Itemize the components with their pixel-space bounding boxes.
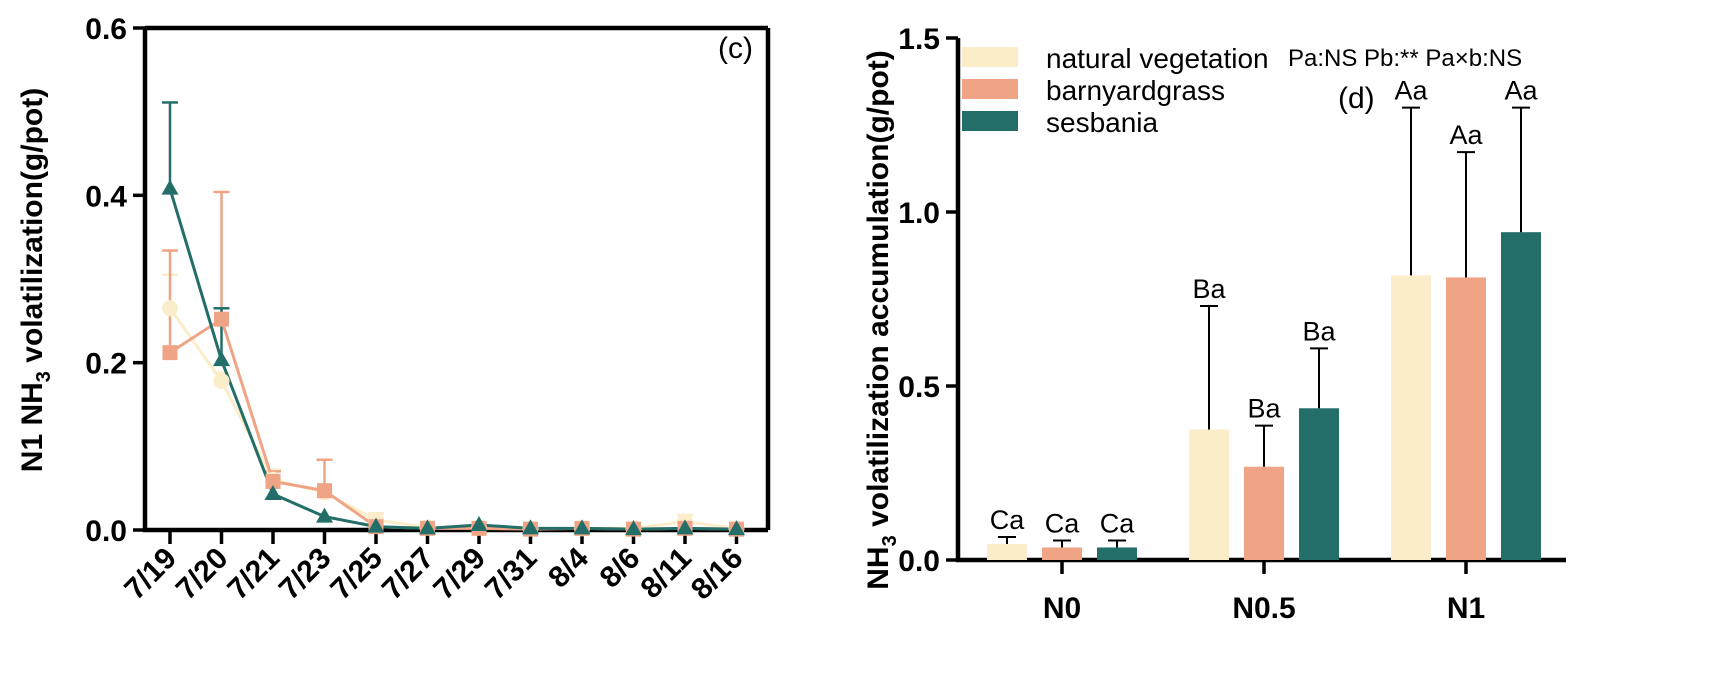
panel-c-x-tick-label: 7/19 [118, 542, 183, 607]
panel-c-point [367, 517, 385, 533]
panel-c-point [316, 507, 333, 523]
panel-d-bar [1097, 547, 1137, 560]
panel-d-plot-area: 0.0 0.5 1.0 1.5 N0 Ca Ca Ca N0.5 Ba Ba Ba N1 Aa Aa Aa [898, 23, 1566, 625]
panel-d-bar [1244, 466, 1284, 560]
panel-c-x-tick-label: 7/25 [324, 542, 389, 607]
panel-d-x-tick-label: N1 [1447, 592, 1485, 625]
panel-c-x-tick-label: 7/20 [170, 542, 235, 607]
panel-d-bar [987, 543, 1027, 560]
panel-d-y-tick-label: 1.0 [898, 197, 940, 230]
panel-c-point [419, 519, 436, 535]
panel-c-point [470, 515, 488, 531]
panel-c-x-tick-label: 8/16 [685, 542, 750, 607]
panel-d-bar [1391, 275, 1431, 560]
panel-c-point [317, 483, 332, 499]
panel-c-line-0 [168, 307, 737, 530]
panel-d-stats-text: Pa:NS Pb:** Pa×b:NS [1288, 45, 1522, 72]
panel-c-y-tick-label: 0.0 [85, 515, 127, 548]
panel-c-point [522, 519, 539, 535]
panel-c-x-tick-label: 7/29 [427, 542, 492, 607]
panel-d-legend-label: natural vegetation [1046, 43, 1269, 74]
panel-c-x-tick-label: 7/23 [273, 542, 338, 607]
panel-c-point [213, 351, 230, 367]
panel-c-x-tick-label: 7/21 [221, 542, 286, 607]
panel-c-point [162, 300, 178, 317]
panel-c-point [161, 179, 179, 195]
panel-d-significance-label: Ba [1247, 394, 1281, 424]
panel-c-point [625, 520, 642, 536]
panel-d-legend-swatch [962, 111, 1018, 131]
panel-c-point [573, 519, 591, 535]
panel-d-y-axis-label: NH3 volatilization accumulation(g/pot) [862, 50, 901, 589]
panel-d-y-tick-label: 1.5 [898, 23, 940, 56]
panel-c-point [214, 311, 229, 327]
panel-d-significance-label: Aa [1504, 76, 1538, 106]
panel-c-line-1 [169, 316, 737, 531]
panel-c-plot-area: 0.0 0.2 0.4 0.6 7/197/207/217/237/257/277/29… [85, 13, 771, 607]
panel-d-bar [1299, 408, 1339, 560]
panel-c-point [265, 473, 281, 489]
panel-c-point [213, 373, 230, 390]
panel-c-tag: (c) [718, 32, 753, 65]
panel-c-y-tick-label: 0.2 [85, 348, 127, 381]
panel-d-significance-label: Ca [1100, 509, 1135, 539]
panel-d-bar [1501, 232, 1541, 560]
panel-c-y-axis-label: N1 NH3 volatilization(g/pot) [16, 88, 55, 472]
panel-d-significance-label: Aa [1449, 120, 1483, 150]
panel-d-significance-label: Ba [1302, 316, 1336, 346]
panel-c-y-tick-label: 0.6 [85, 13, 127, 46]
panel-c-point [264, 485, 282, 501]
panel-c-x-tick-label: 7/31 [479, 542, 544, 607]
panel-c-y-tick-label: 0.4 [85, 180, 127, 213]
panel-c-point [676, 519, 694, 535]
panel-d-bar-chart: NH3 volatilization accumulation(g/pot) 0… [862, 23, 1566, 625]
panel-c-x-tick-label: 8/4 [542, 541, 595, 594]
panel-d-bar [1189, 429, 1229, 560]
panel-c-point [728, 520, 745, 536]
panel-c-line-chart: N1 NH3 volatilization(g/pot) 0.00.20.40.… [16, 13, 771, 607]
panel-d-bar [1042, 547, 1082, 560]
panel-d-y-tick-label: 0.5 [898, 371, 940, 404]
panel-d-bar [1446, 277, 1486, 560]
panel-d-significance-label: Aa [1394, 76, 1428, 106]
panel-c-line-2 [168, 188, 737, 531]
panel-d-x-tick-label: N0 [1043, 592, 1081, 625]
panel-c-axes [142, 28, 768, 533]
panel-d-significance-label: Ba [1192, 274, 1226, 304]
panel-d-legend-label: barnyardgrass [1046, 75, 1225, 106]
panel-d-legend-label: sesbania [1046, 107, 1159, 138]
panel-c-x-tick-label: 7/27 [376, 542, 441, 607]
panel-d-significance-label: Ca [1045, 509, 1080, 539]
panel-d-significance-label: Ca [990, 505, 1025, 535]
panel-c-point [162, 345, 178, 361]
panel-d-y-tick-label: 0.0 [898, 545, 940, 578]
panel-d-x-tick-label: N0.5 [1232, 592, 1295, 625]
panel-c-x-tick-label: 8/11 [634, 542, 697, 605]
panel-d-tag: (d) [1338, 82, 1375, 115]
panel-d-legend-swatch [962, 47, 1018, 67]
panel-d-legend-swatch [962, 79, 1018, 99]
